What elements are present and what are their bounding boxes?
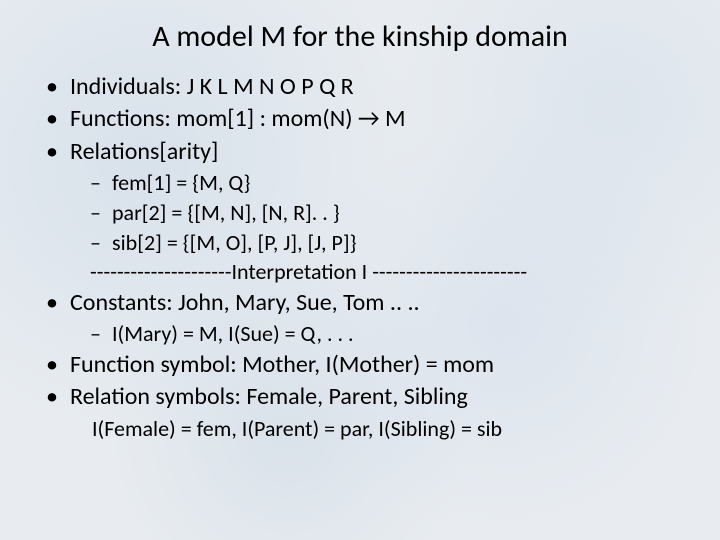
constants-sublist: I(Mary) = M, I(Sue) = Q, . . . <box>70 319 692 349</box>
sub-constants-map: I(Mary) = M, I(Sue) = Q, . . . <box>90 319 692 349</box>
bullet-functions: Functions: mom[1] : mom(N) → M <box>46 103 692 135</box>
bullet-relations-label: Relations[arity] <box>70 137 218 166</box>
sub-sib: sib[2] = {[M, O], [P, J], [J, P]} <box>90 228 692 258</box>
bullet-function-symbol: Function symbol: Mother, I(Mother) = mom <box>46 349 692 381</box>
sub-fem: fem[1] = {M, Q} <box>90 168 692 198</box>
interpretation-divider: ---------------------Interpretation I --… <box>70 257 692 287</box>
bullet-individuals: Individuals: J K L M N O P Q R <box>46 71 692 103</box>
bullet-relation-symbols-label: Relation symbols: Female, Parent, Siblin… <box>70 382 468 411</box>
sub-par: par[2] = {[M, N], [N, R]. . } <box>90 198 692 228</box>
bullet-constants-label: Constants: John, Mary, Sue, Tom .. .. <box>70 288 420 317</box>
relation-symbols-map: I(Female) = fem, I(Parent) = par, I(Sibl… <box>70 414 692 444</box>
bullet-constants: Constants: John, Mary, Sue, Tom .. .. I(… <box>46 287 692 349</box>
relations-sublist: fem[1] = {M, Q} par[2] = {[M, N], [N, R]… <box>70 168 692 257</box>
slide-title: A model M for the kinship domain <box>28 18 692 55</box>
bullet-relation-symbols: Relation symbols: Female, Parent, Siblin… <box>46 381 692 443</box>
bullet-relations: Relations[arity] fem[1] = {M, Q} par[2] … <box>46 136 692 287</box>
bullet-list: Individuals: J K L M N O P Q R Functions… <box>28 71 692 443</box>
